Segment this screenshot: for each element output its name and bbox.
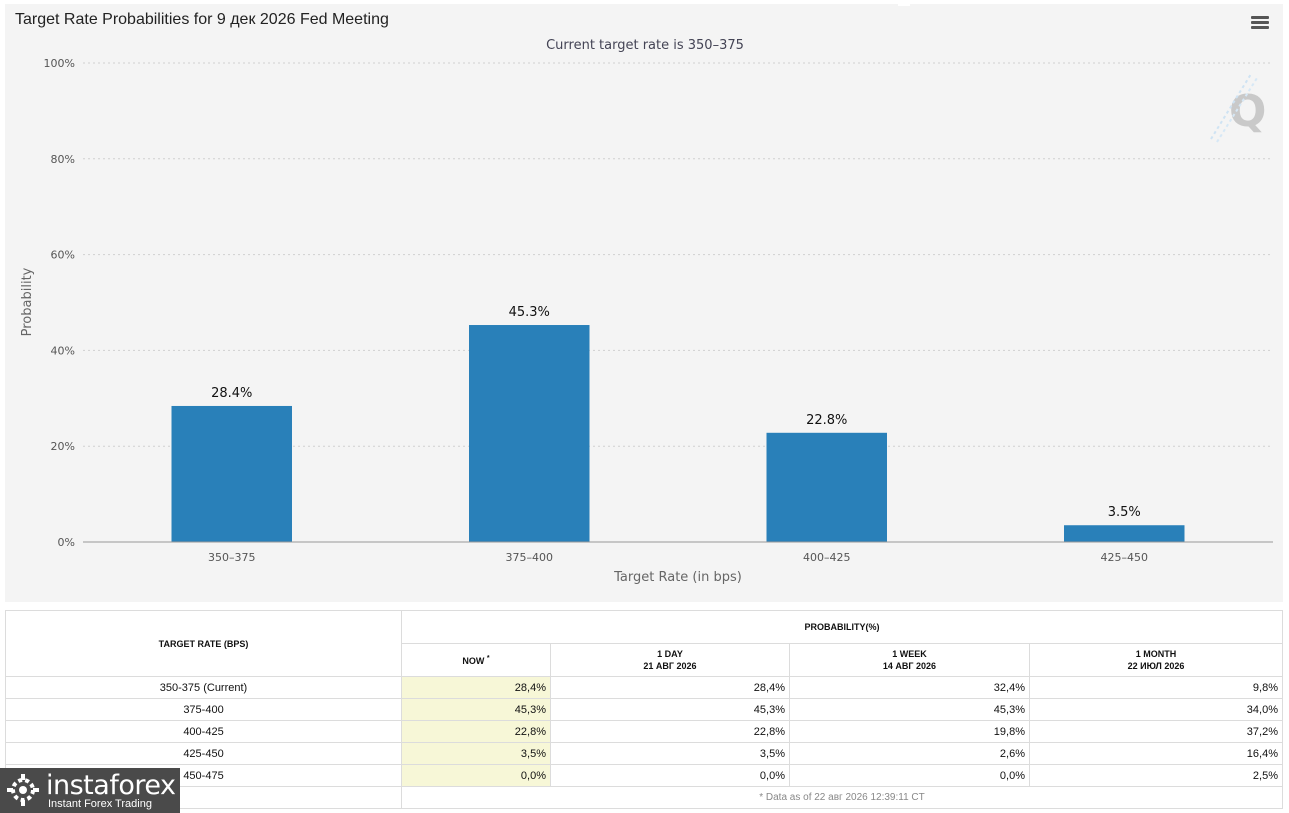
month-cell: 9,8% xyxy=(1029,676,1283,699)
month-cell: 34,0% xyxy=(1029,698,1283,721)
month-cell: 16,4% xyxy=(1029,742,1283,765)
probability-table: TARGET RATE (BPS) PROBABILITY(%) NOW * 1… xyxy=(5,610,1283,809)
header-target-rate: TARGET RATE (BPS) xyxy=(5,610,402,677)
header-1-month: 1 MONTH 22 ИЮЛ 2026 xyxy=(1029,643,1283,677)
day-cell: 45,3% xyxy=(550,698,790,721)
now-cell: 3,5% xyxy=(401,742,551,765)
day-cell: 28,4% xyxy=(550,676,790,699)
x-tick-label: 425–450 xyxy=(1101,551,1149,564)
header-1-day: 1 DAY 21 АВГ 2026 xyxy=(550,643,790,677)
week-cell: 45,3% xyxy=(789,698,1030,721)
logo-tagline: Instant Forex Trading xyxy=(48,798,152,810)
rate-cell: 425-450 xyxy=(5,742,402,765)
header-1-week: 1 WEEK 14 АВГ 2026 xyxy=(789,643,1030,677)
data-timestamp-footnote: * Data as of 22 авг 2026 12:39:11 CT xyxy=(401,786,1283,809)
instaforex-logo: instaforex Instant Forex Trading xyxy=(0,768,180,813)
x-axis-title: Target Rate (in bps) xyxy=(613,570,742,585)
svg-text:Q: Q xyxy=(1229,86,1266,137)
week-cell: 19,8% xyxy=(789,720,1030,743)
y-tick-label: 60% xyxy=(51,249,75,262)
now-cell: 45,3% xyxy=(401,698,551,721)
now-cell: 22,8% xyxy=(401,720,551,743)
bar-400–425[interactable] xyxy=(766,432,887,542)
y-tick-label: 100% xyxy=(44,57,75,70)
hamburger-menu-icon[interactable] xyxy=(1251,16,1269,30)
rate-cell: 375-400 xyxy=(5,698,402,721)
x-tick-label: 400–425 xyxy=(803,551,851,564)
day-cell: 0,0% xyxy=(550,764,790,787)
bar-350–375[interactable] xyxy=(171,405,292,542)
table-row: 425-450 3,5% 3,5% 2,6% 16,4% xyxy=(5,742,1283,765)
y-tick-label: 80% xyxy=(51,153,75,166)
week-cell: 32,4% xyxy=(789,676,1030,699)
top-divider xyxy=(898,4,910,6)
chart-subtitle: Current target rate is 350–375 xyxy=(546,38,744,53)
table-row: 400-425 22,8% 22,8% 19,8% 37,2% xyxy=(5,720,1283,743)
data-label: 45.3% xyxy=(509,305,550,320)
q-logo-icon: Q xyxy=(1210,73,1266,143)
x-tick-label: 375–400 xyxy=(506,551,554,564)
y-axis-title: Probability xyxy=(20,267,35,336)
bar-chart: Q 28.4% 45.3% 22.8% 3.5% 0% 20% 40% 60% 80% 100%… xyxy=(20,38,1273,585)
day-cell: 3,5% xyxy=(550,742,790,765)
y-tick-label: 20% xyxy=(51,440,75,453)
y-tick-label: 0% xyxy=(58,536,75,549)
table-row: 375-400 45,3% 45,3% 45,3% 34,0% xyxy=(5,698,1283,721)
table-row: 350-375 (Current) 28,4% 28,4% 32,4% 9,8% xyxy=(5,676,1283,699)
table-row: 450-475 0,0% 0,0% 0,0% 2,5% xyxy=(5,764,1283,787)
now-cell: 28,4% xyxy=(401,676,551,699)
bar-425–450[interactable] xyxy=(1064,525,1185,542)
data-label: 3.5% xyxy=(1108,505,1141,520)
logo-name: instaforex xyxy=(46,770,176,801)
data-label: 28.4% xyxy=(211,386,252,401)
month-cell: 2,5% xyxy=(1029,764,1283,787)
y-tick-label: 40% xyxy=(51,344,75,357)
header-now: NOW * xyxy=(401,643,551,677)
x-tick-label: 350–375 xyxy=(208,551,256,564)
header-probability: PROBABILITY(%) xyxy=(401,610,1283,644)
data-label: 22.8% xyxy=(806,413,847,428)
instaforex-logo-icon xyxy=(7,774,39,806)
rate-cell: 350-375 (Current) xyxy=(5,676,402,699)
now-cell: 0,0% xyxy=(401,764,551,787)
week-cell: 2,6% xyxy=(789,742,1030,765)
month-cell: 37,2% xyxy=(1029,720,1283,743)
chart-title: Target Rate Probabilities for 9 дек 2026… xyxy=(15,11,389,28)
bar-375–400[interactable] xyxy=(469,325,590,542)
rate-cell: 400-425 xyxy=(5,720,402,743)
week-cell: 0,0% xyxy=(789,764,1030,787)
grid-lines xyxy=(83,62,1273,447)
day-cell: 22,8% xyxy=(550,720,790,743)
chart-panel: Target Rate Probabilities for 9 дек 2026… xyxy=(5,4,1283,602)
